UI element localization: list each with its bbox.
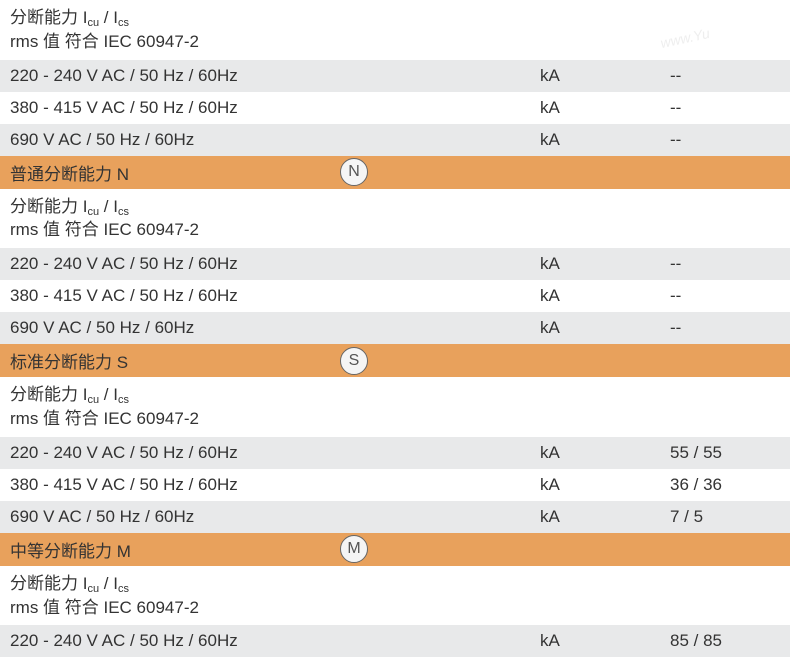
row-label: 380 - 415 V AC / 50 Hz / 60Hz bbox=[10, 98, 540, 118]
table-row: 690 V AC / 50 Hz / 60Hz kA -- bbox=[0, 124, 790, 156]
row-unit: kA bbox=[540, 286, 670, 306]
row-label: 220 - 240 V AC / 50 Hz / 60Hz bbox=[10, 254, 540, 274]
row-value: 55 / 55 bbox=[670, 443, 780, 463]
subscript: cu bbox=[87, 206, 99, 218]
header-text: / I bbox=[99, 574, 118, 593]
row-unit: kA bbox=[540, 130, 670, 150]
row-value: 7 / 5 bbox=[670, 507, 780, 527]
row-value: -- bbox=[670, 318, 780, 338]
row-unit: kA bbox=[540, 507, 670, 527]
row-label: 220 - 240 V AC / 50 Hz / 60Hz bbox=[10, 631, 540, 651]
row-label: 220 - 240 V AC / 50 Hz / 60Hz bbox=[10, 66, 540, 86]
subscript: cs bbox=[118, 17, 129, 29]
row-value: -- bbox=[670, 254, 780, 274]
row-value: 36 / 36 bbox=[670, 475, 780, 495]
rating-s-icon: S bbox=[340, 347, 368, 375]
spec-table-container: www.Yu 分断能力 Icu / Ics rms 值 符合 IEC 60947… bbox=[0, 0, 790, 657]
table-row: 380 - 415 V AC / 50 Hz / 60Hz kA -- bbox=[0, 92, 790, 124]
header-text: rms 值 符合 IEC 60947-2 bbox=[10, 596, 540, 620]
row-unit: kA bbox=[540, 443, 670, 463]
header-text: 分断能力 I bbox=[10, 574, 87, 593]
section-header: 分断能力 Icu / Ics rms 值 符合 IEC 60947-2 bbox=[0, 189, 790, 249]
header-text: / I bbox=[99, 8, 118, 27]
table-row: 380 - 415 V AC / 50 Hz / 60Hz kA 36 / 36 bbox=[0, 469, 790, 501]
section-title: 普通分断能力 N bbox=[10, 160, 540, 185]
table-row: 380 - 415 V AC / 50 Hz / 60Hz kA -- bbox=[0, 280, 790, 312]
header-text: / I bbox=[99, 197, 118, 216]
subscript: cs bbox=[118, 206, 129, 218]
row-unit: kA bbox=[540, 98, 670, 118]
table-row: 690 V AC / 50 Hz / 60Hz kA 7 / 5 bbox=[0, 501, 790, 533]
header-text: / I bbox=[99, 385, 118, 404]
row-unit: kA bbox=[540, 66, 670, 86]
row-label: 380 - 415 V AC / 50 Hz / 60Hz bbox=[10, 286, 540, 306]
header-text: 分断能力 I bbox=[10, 197, 87, 216]
subscript: cu bbox=[87, 394, 99, 406]
subscript: cu bbox=[87, 17, 99, 29]
row-label: 380 - 415 V AC / 50 Hz / 60Hz bbox=[10, 475, 540, 495]
section-title: 标准分断能力 S bbox=[10, 348, 540, 373]
subscript: cs bbox=[118, 583, 129, 595]
row-label: 220 - 240 V AC / 50 Hz / 60Hz bbox=[10, 443, 540, 463]
table-row: 220 - 240 V AC / 50 Hz / 60Hz kA -- bbox=[0, 248, 790, 280]
header-text: 分断能力 I bbox=[10, 385, 87, 404]
section-header: 分断能力 Icu / Ics rms 值 符合 IEC 60947-2 bbox=[0, 0, 790, 60]
table-row: 220 - 240 V AC / 50 Hz / 60Hz kA -- bbox=[0, 60, 790, 92]
rating-m-icon: M bbox=[340, 535, 368, 563]
row-value: -- bbox=[670, 286, 780, 306]
table-row: 690 V AC / 50 Hz / 60Hz kA -- bbox=[0, 312, 790, 344]
table-row: 220 - 240 V AC / 50 Hz / 60Hz kA 55 / 55 bbox=[0, 437, 790, 469]
section-title-row: 中等分断能力 M M bbox=[0, 533, 790, 566]
row-label: 690 V AC / 50 Hz / 60Hz bbox=[10, 130, 540, 150]
subscript: cu bbox=[87, 583, 99, 595]
row-unit: kA bbox=[540, 254, 670, 274]
row-value: -- bbox=[670, 130, 780, 150]
row-value: -- bbox=[670, 66, 780, 86]
header-text: rms 值 符合 IEC 60947-2 bbox=[10, 30, 540, 54]
section-title-row: 普通分断能力 N N bbox=[0, 156, 790, 189]
header-text: 分断能力 I bbox=[10, 8, 87, 27]
row-unit: kA bbox=[540, 475, 670, 495]
rating-n-icon: N bbox=[340, 158, 368, 186]
section-header: 分断能力 Icu / Ics rms 值 符合 IEC 60947-2 bbox=[0, 566, 790, 626]
section-title-row: 标准分断能力 S S bbox=[0, 344, 790, 377]
row-label: 690 V AC / 50 Hz / 60Hz bbox=[10, 507, 540, 527]
section-title: 中等分断能力 M bbox=[10, 537, 540, 562]
row-value: 85 / 85 bbox=[670, 631, 780, 651]
row-unit: kA bbox=[540, 631, 670, 651]
row-label: 690 V AC / 50 Hz / 60Hz bbox=[10, 318, 540, 338]
row-value: -- bbox=[670, 98, 780, 118]
section-header: 分断能力 Icu / Ics rms 值 符合 IEC 60947-2 bbox=[0, 377, 790, 437]
subscript: cs bbox=[118, 394, 129, 406]
table-row: 220 - 240 V AC / 50 Hz / 60Hz kA 85 / 85 bbox=[0, 625, 790, 657]
header-text: rms 值 符合 IEC 60947-2 bbox=[10, 218, 540, 242]
header-text: rms 值 符合 IEC 60947-2 bbox=[10, 407, 540, 431]
row-unit: kA bbox=[540, 318, 670, 338]
